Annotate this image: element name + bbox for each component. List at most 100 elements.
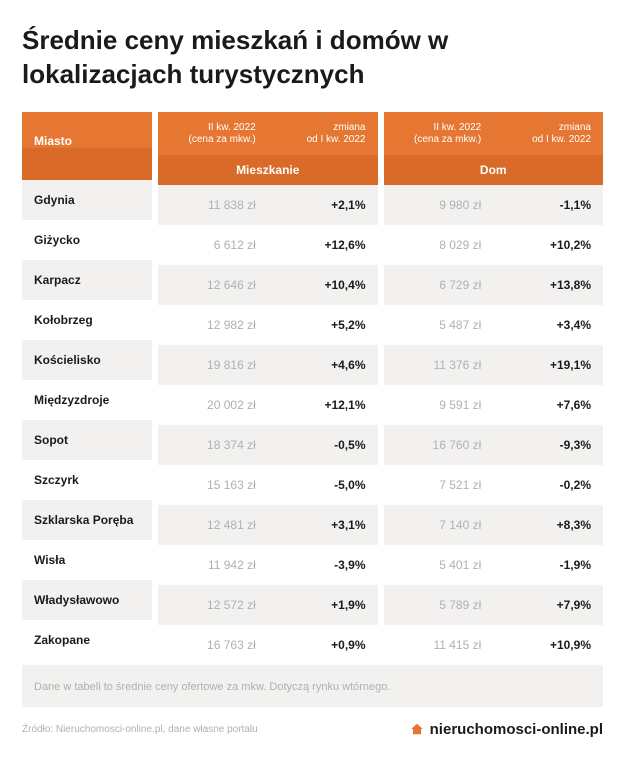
house-change: +10,9% xyxy=(493,638,603,652)
table-row: 5 401 zł-1,9% xyxy=(384,545,604,585)
apartment-price: 15 163 zł xyxy=(158,478,268,492)
house-price: 11 376 zł xyxy=(384,358,494,372)
table-footnote: Dane w tabeli to średnie ceny ofertowe z… xyxy=(22,665,603,707)
city-cell: Kołobrzeg xyxy=(22,300,152,340)
table-row: 16 763 zł+0,9% xyxy=(158,625,378,665)
table-row: 5 789 zł+7,9% xyxy=(384,585,604,625)
apartment-change: -5,0% xyxy=(268,478,378,492)
house-icon xyxy=(410,722,424,736)
table-row: 11 376 zł+19,1% xyxy=(384,345,604,385)
house-price: 9 980 zł xyxy=(384,198,494,212)
table-row: 7 140 zł+8,3% xyxy=(384,505,604,545)
apartment-change: -0,5% xyxy=(268,438,378,452)
city-cell: Gdynia xyxy=(22,180,152,220)
header-city-block: Miasto xyxy=(22,112,152,180)
apartment-change: +3,1% xyxy=(268,518,378,532)
city-cell: Sopot xyxy=(22,420,152,460)
apartment-price: 18 374 zł xyxy=(158,438,268,452)
header-change-apartment: zmiana od I kw. 2022 xyxy=(268,112,378,155)
apartment-price: 12 646 zł xyxy=(158,278,268,292)
city-cell: Kościelisko xyxy=(22,340,152,380)
table-row: 16 760 zł-9,3% xyxy=(384,425,604,465)
table-row: 12 572 zł+1,9% xyxy=(158,585,378,625)
house-change: +7,9% xyxy=(493,598,603,612)
house-price: 7 521 zł xyxy=(384,478,494,492)
house-change: +7,6% xyxy=(493,398,603,412)
house-price: 5 789 zł xyxy=(384,598,494,612)
apartment-price: 19 816 zł xyxy=(158,358,268,372)
city-cell: Giżycko xyxy=(22,220,152,260)
table-row: 12 646 zł+10,4% xyxy=(158,265,378,305)
apartment-price: 12 572 zł xyxy=(158,598,268,612)
table-row: 11 942 zł-3,9% xyxy=(158,545,378,585)
apartment-change: +12,6% xyxy=(268,238,378,252)
house-price: 9 591 zł xyxy=(384,398,494,412)
header-sub-apartment: Mieszkanie xyxy=(158,155,378,185)
header-sub-house: Dom xyxy=(384,155,604,185)
city-cell: Międzyzdroje xyxy=(22,380,152,420)
city-cell: Wisła xyxy=(22,540,152,580)
city-cell: Karpacz xyxy=(22,260,152,300)
table-row: 6 612 zł+12,6% xyxy=(158,225,378,265)
source-text: Źródło: Nieruchomosci-online.pl, dane wł… xyxy=(22,724,258,735)
header-price-house: II kw. 2022 (cena za mkw.) xyxy=(384,112,494,155)
apartment-price: 12 481 zł xyxy=(158,518,268,532)
apartment-change: -3,9% xyxy=(268,558,378,572)
house-price: 6 729 zł xyxy=(384,278,494,292)
city-column: Miasto GdyniaGiżyckoKarpaczKołobrzegKośc… xyxy=(22,112,152,665)
apartment-change: +5,2% xyxy=(268,318,378,332)
apartment-change: +1,9% xyxy=(268,598,378,612)
table-row: 6 729 zł+13,8% xyxy=(384,265,604,305)
header-change-house: zmiana od I kw. 2022 xyxy=(493,112,603,155)
apartment-price: 12 982 zł xyxy=(158,318,268,332)
apartment-change: +12,1% xyxy=(268,398,378,412)
house-change: -9,3% xyxy=(493,438,603,452)
apartment-price: 20 002 zł xyxy=(158,398,268,412)
table-row: 12 982 zł+5,2% xyxy=(158,305,378,345)
table-row: 11 415 zł+10,9% xyxy=(384,625,604,665)
header-city-sub xyxy=(22,148,152,180)
house-change: +8,3% xyxy=(493,518,603,532)
header-city: Miasto xyxy=(22,112,152,148)
city-cell: Zakopane xyxy=(22,620,152,660)
house-change: +13,8% xyxy=(493,278,603,292)
city-cell: Szczyrk xyxy=(22,460,152,500)
house-price: 5 401 zł xyxy=(384,558,494,572)
apartment-change: +0,9% xyxy=(268,638,378,652)
house-price: 16 760 zł xyxy=(384,438,494,452)
table-row: 8 029 zł+10,2% xyxy=(384,225,604,265)
brand: nieruchomosci-online.pl xyxy=(410,721,603,738)
house-change: +10,2% xyxy=(493,238,603,252)
house-price: 11 415 zł xyxy=(384,638,494,652)
city-cell: Władysławowo xyxy=(22,580,152,620)
table-row: 5 487 zł+3,4% xyxy=(384,305,604,345)
apartment-change: +4,6% xyxy=(268,358,378,372)
house-change: +3,4% xyxy=(493,318,603,332)
apartment-price: 16 763 zł xyxy=(158,638,268,652)
price-table: Miasto GdyniaGiżyckoKarpaczKołobrzegKośc… xyxy=(22,112,603,665)
apartment-price: 11 838 zł xyxy=(158,198,268,212)
table-row: 20 002 zł+12,1% xyxy=(158,385,378,425)
brand-text: nieruchomosci-online.pl xyxy=(430,721,603,738)
header-apartment-block: II kw. 2022 (cena za mkw.) zmiana od I k… xyxy=(158,112,378,185)
house-price: 8 029 zł xyxy=(384,238,494,252)
apartment-price: 6 612 zł xyxy=(158,238,268,252)
house-change: -0,2% xyxy=(493,478,603,492)
table-row: 18 374 zł-0,5% xyxy=(158,425,378,465)
house-price: 7 140 zł xyxy=(384,518,494,532)
table-row: 9 980 zł-1,1% xyxy=(384,185,604,225)
apartment-column: II kw. 2022 (cena za mkw.) zmiana od I k… xyxy=(158,112,378,665)
table-row: 19 816 zł+4,6% xyxy=(158,345,378,385)
table-row: 12 481 zł+3,1% xyxy=(158,505,378,545)
header-price-apartment: II kw. 2022 (cena za mkw.) xyxy=(158,112,268,155)
apartment-price: 11 942 zł xyxy=(158,558,268,572)
apartment-change: +2,1% xyxy=(268,198,378,212)
house-price: 5 487 zł xyxy=(384,318,494,332)
table-row: 9 591 zł+7,6% xyxy=(384,385,604,425)
page-title: Średnie ceny mieszkań i domów w lokaliza… xyxy=(22,24,603,92)
house-change: -1,1% xyxy=(493,198,603,212)
table-row: 15 163 zł-5,0% xyxy=(158,465,378,505)
city-cell: Szklarska Poręba xyxy=(22,500,152,540)
house-change: +19,1% xyxy=(493,358,603,372)
footer: Źródło: Nieruchomosci-online.pl, dane wł… xyxy=(22,721,603,738)
